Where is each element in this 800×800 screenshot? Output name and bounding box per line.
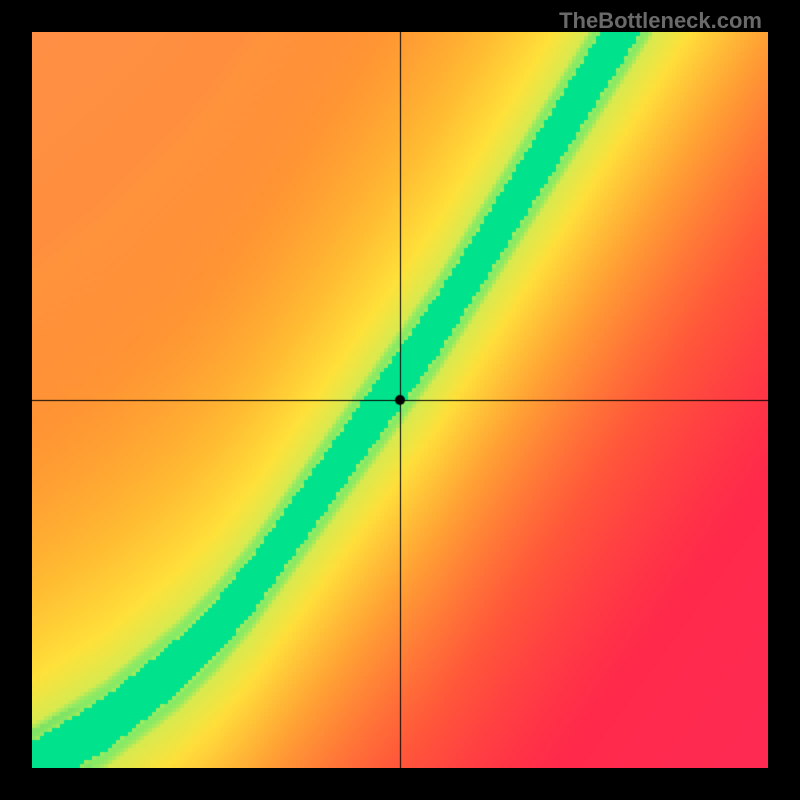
watermark-text: TheBottleneck.com	[559, 8, 762, 34]
bottleneck-heatmap	[32, 32, 768, 768]
heatmap-canvas	[32, 32, 768, 768]
